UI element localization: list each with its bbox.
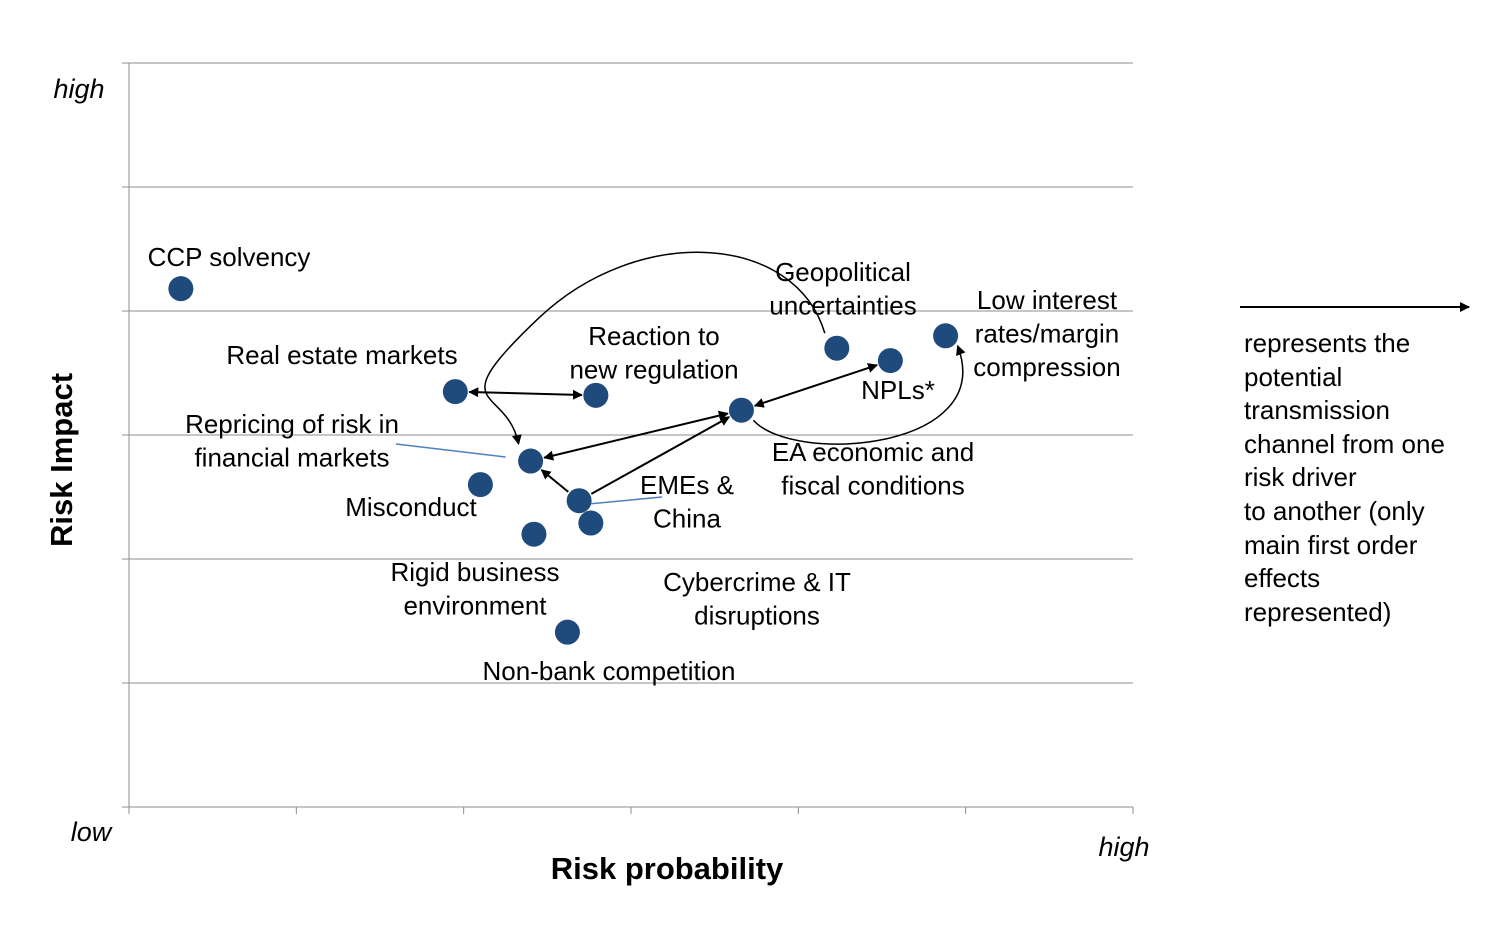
label-misconduct: Misconduct	[345, 492, 477, 522]
label-regulation: Reaction to new regulation	[569, 321, 738, 385]
arrow-regulation-to-realestate	[468, 387, 583, 400]
point-misconduct	[467, 472, 493, 498]
y-axis-low-label: low	[71, 817, 113, 847]
label-repricing: Repricing of risk in financial markets	[185, 409, 399, 473]
y-axis-title: Risk Impact	[44, 373, 79, 547]
leader-line-repricing	[395, 443, 506, 458]
point-npls	[877, 348, 903, 374]
x-axis-title: Risk probability	[551, 851, 784, 886]
point-labels: CCP solvency Real estate markets Reaction …	[148, 242, 1121, 686]
arrow-emes-to-repricing	[540, 469, 569, 493]
x-axis-high-label: high	[1098, 832, 1149, 862]
leader-line-emes	[591, 496, 663, 505]
arrow-ea-to-npls	[753, 363, 879, 408]
arrow-ea-to-repricing	[543, 410, 729, 461]
point-rigid	[521, 521, 547, 547]
transmission-arrows	[395, 251, 966, 505]
point-emes	[566, 488, 592, 514]
point-realestate	[442, 379, 468, 405]
point-regulation	[583, 382, 609, 408]
label-cyber: Cybercrime & IT disruptions	[663, 567, 851, 631]
point-cyber	[578, 510, 604, 536]
point-ccp	[168, 276, 194, 302]
label-nonbank: Non-bank competition	[483, 656, 736, 686]
arrow-ea-to-lowrates	[752, 344, 966, 445]
point-nonbank	[554, 619, 580, 645]
label-emes: EMEs & China	[640, 470, 734, 534]
y-axis-high-label: high	[53, 74, 104, 104]
label-realestate: Real estate markets	[226, 340, 457, 370]
label-geopolitical: Geopolitical uncertainties	[769, 257, 916, 321]
data-points	[168, 276, 959, 645]
label-ccp: CCP solvency	[148, 242, 311, 272]
label-rigid: Rigid business environment	[390, 557, 559, 621]
point-geopolitical	[824, 335, 850, 361]
point-lowrates	[933, 323, 959, 349]
point-ea	[728, 397, 754, 423]
arrow-geopolitical-to-repricing	[484, 251, 826, 446]
label-ea: EA economic and fiscal conditions	[772, 437, 974, 501]
legend-description: represents the potential transmission ch…	[1244, 328, 1445, 627]
label-npls: NPLs*	[861, 375, 935, 405]
point-repricing	[518, 448, 544, 474]
label-lowrates: Low interest rates/margin compression	[973, 285, 1120, 382]
arrow-emes-to-ea	[590, 416, 731, 495]
